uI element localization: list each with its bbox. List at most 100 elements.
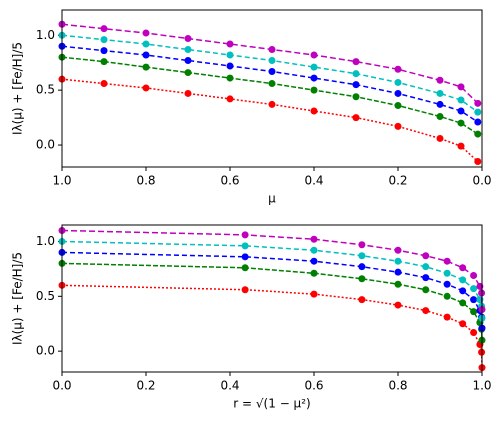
data-point bbox=[226, 62, 234, 70]
data-point bbox=[474, 158, 482, 166]
y-axis-label: Iλ(μ) + [Fe/H]/5 bbox=[11, 252, 25, 345]
data-point bbox=[459, 299, 467, 307]
data-point bbox=[352, 114, 360, 122]
data-point bbox=[436, 134, 444, 142]
data-point bbox=[394, 89, 402, 97]
x-tick-label: 1.0 bbox=[52, 174, 71, 188]
data-point bbox=[241, 286, 249, 294]
data-point bbox=[443, 269, 451, 277]
data-point bbox=[358, 296, 366, 304]
x-tick-label: 0.2 bbox=[136, 379, 155, 393]
data-point bbox=[310, 63, 318, 71]
data-point bbox=[394, 246, 402, 254]
data-point bbox=[443, 257, 451, 265]
data-point bbox=[474, 108, 482, 116]
data-point bbox=[142, 29, 150, 37]
x-tick-label: 0.2 bbox=[388, 174, 407, 188]
data-point bbox=[358, 241, 366, 249]
data-point bbox=[394, 78, 402, 86]
y-tick-label: 0.0 bbox=[36, 344, 55, 358]
data-point bbox=[457, 83, 465, 91]
data-point bbox=[394, 280, 402, 288]
x-tick-label: 0.4 bbox=[304, 174, 323, 188]
data-point bbox=[459, 276, 467, 284]
data-point bbox=[142, 84, 150, 92]
data-point bbox=[470, 329, 478, 337]
data-point bbox=[358, 263, 366, 271]
data-point bbox=[241, 242, 249, 250]
data-point bbox=[436, 76, 444, 84]
data-point bbox=[352, 58, 360, 66]
data-point bbox=[184, 89, 192, 97]
data-point bbox=[394, 65, 402, 73]
data-point bbox=[268, 100, 276, 108]
data-point bbox=[474, 118, 482, 126]
data-point bbox=[358, 275, 366, 283]
series-line bbox=[61, 34, 479, 113]
data-point bbox=[436, 100, 444, 108]
series-line bbox=[61, 45, 479, 123]
data-point bbox=[310, 235, 318, 243]
y-axis-label: Iλ(μ) + [Fe/H]/5 bbox=[11, 42, 25, 135]
data-point bbox=[457, 119, 465, 127]
data-point bbox=[241, 231, 249, 239]
data-point bbox=[352, 93, 360, 101]
data-point bbox=[470, 285, 478, 293]
data-point bbox=[394, 301, 402, 309]
data-point bbox=[268, 67, 276, 75]
data-point bbox=[459, 320, 467, 328]
data-point bbox=[142, 51, 150, 59]
data-point bbox=[394, 122, 402, 130]
data-point bbox=[474, 99, 482, 107]
data-point bbox=[394, 102, 402, 110]
data-point bbox=[226, 95, 234, 103]
data-point bbox=[241, 253, 249, 261]
data-point bbox=[352, 70, 360, 78]
data-point bbox=[100, 36, 108, 44]
series-line bbox=[61, 284, 483, 368]
x-tick-label: 1.0 bbox=[472, 379, 491, 393]
x-axis-label: μ bbox=[268, 192, 276, 206]
data-point bbox=[459, 264, 467, 272]
data-point bbox=[310, 290, 318, 298]
data-point bbox=[358, 252, 366, 260]
data-point bbox=[184, 46, 192, 54]
data-point bbox=[100, 58, 108, 66]
y-tick-label: 1.0 bbox=[36, 28, 55, 42]
x-tick-label: 0.0 bbox=[52, 379, 71, 393]
data-point bbox=[100, 47, 108, 55]
data-point bbox=[310, 269, 318, 277]
data-point bbox=[470, 308, 478, 316]
data-point bbox=[422, 263, 430, 271]
data-point bbox=[142, 63, 150, 71]
x-tick-label: 0.8 bbox=[136, 174, 155, 188]
x-tick-label: 0.8 bbox=[388, 379, 407, 393]
x-tick-label: 0.4 bbox=[220, 379, 239, 393]
data-point bbox=[394, 257, 402, 265]
y-tick-label: 0.5 bbox=[36, 289, 55, 303]
y-tick-label: 0.5 bbox=[36, 83, 55, 97]
data-point bbox=[310, 107, 318, 115]
data-point bbox=[142, 40, 150, 48]
series-line bbox=[61, 262, 483, 341]
data-point bbox=[443, 280, 451, 288]
x-tick-label: 0.0 bbox=[472, 174, 491, 188]
data-point bbox=[100, 80, 108, 88]
data-point bbox=[422, 274, 430, 282]
data-point bbox=[241, 264, 249, 272]
series-line bbox=[61, 23, 479, 104]
data-point bbox=[352, 81, 360, 89]
data-point bbox=[310, 74, 318, 82]
series-line bbox=[61, 240, 483, 319]
data-point bbox=[184, 69, 192, 77]
data-point bbox=[459, 287, 467, 295]
data-point bbox=[268, 80, 276, 88]
x-axis-label: r = √(1 − μ²) bbox=[233, 397, 310, 411]
data-point bbox=[226, 74, 234, 82]
data-point bbox=[268, 46, 276, 54]
data-point bbox=[100, 25, 108, 33]
data-point bbox=[436, 112, 444, 120]
x-tick-label: 0.6 bbox=[304, 379, 323, 393]
data-point bbox=[443, 313, 451, 321]
